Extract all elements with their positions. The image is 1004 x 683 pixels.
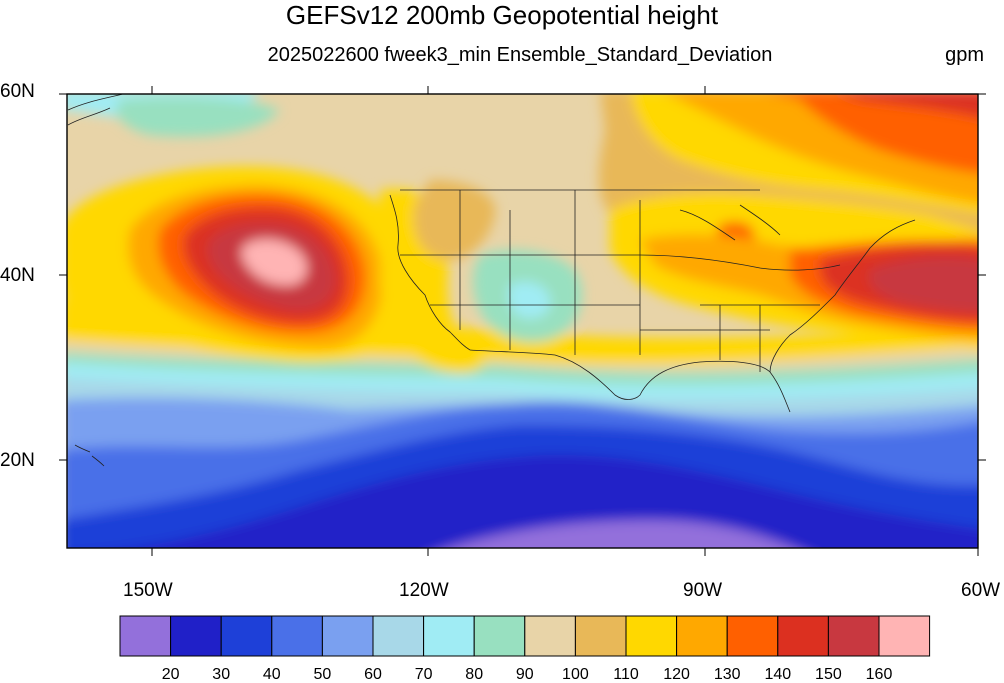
- colorbar-swatch: [524, 615, 576, 657]
- colorbar-tick-label: 40: [262, 666, 281, 683]
- lon-label-90w: 90W: [683, 580, 723, 601]
- colorbar-swatch: [726, 615, 779, 657]
- colorbar-swatch: [220, 615, 273, 657]
- contour-field: [67, 94, 978, 548]
- lon-label-60w: 60W: [961, 580, 1001, 601]
- colorbar-tick-label: 120: [663, 666, 690, 683]
- colorbar-swatch: [473, 615, 526, 657]
- colorbar-tick-label: 150: [815, 666, 842, 683]
- colorbar-tick-label: 80: [465, 666, 484, 683]
- colorbar-swatch: [321, 615, 374, 657]
- colorbar-tick-label: 160: [865, 666, 893, 683]
- colorbar-swatch: [170, 615, 222, 657]
- colorbar-tick-label: 90: [515, 666, 534, 683]
- lon-label-150w: 150W: [123, 580, 173, 601]
- colorbar-tick-label: 70: [414, 666, 433, 683]
- colorbar-swatch: [271, 615, 323, 657]
- chart-subtitle: 2025022600 fweek3_min Ensemble_Standard_…: [267, 44, 773, 66]
- colorbar-swatch: [777, 615, 829, 657]
- units-label: gpm: [945, 44, 984, 66]
- lat-label-20n: 20N: [0, 450, 35, 471]
- colorbar-swatch: [574, 615, 627, 657]
- chart-title: GEFSv12 200mb Geopotential height: [285, 0, 719, 30]
- axis-ticks: [59, 86, 986, 556]
- colorbar-swatch: [676, 615, 728, 657]
- colorbar-tick-label: 30: [212, 666, 231, 683]
- colorbar-tick-label: 100: [562, 666, 589, 683]
- colorbar-tick-label: 110: [613, 666, 639, 683]
- colorbar-swatch: [423, 615, 475, 657]
- lon-label-120w: 120W: [399, 580, 449, 601]
- colorbar-tick-label: 50: [313, 666, 332, 683]
- colorbar-swatch: [372, 615, 425, 657]
- lat-label-60n: 60N: [0, 81, 35, 102]
- colorbar-swatch: [878, 615, 931, 657]
- colorbar-tick-label: 20: [161, 666, 180, 683]
- lat-label-40n: 40N: [0, 265, 35, 286]
- colorbar-swatch: [827, 615, 880, 657]
- colorbar-tick-label: 130: [713, 666, 741, 683]
- colorbar-tick-label: 140: [764, 666, 792, 683]
- colorbar-swatch: [625, 615, 678, 657]
- colorbar-tick-label: 60: [364, 666, 382, 683]
- map-frame: [66, 93, 979, 549]
- map-boundaries: [67, 94, 916, 467]
- colorbar-swatch: [119, 615, 172, 657]
